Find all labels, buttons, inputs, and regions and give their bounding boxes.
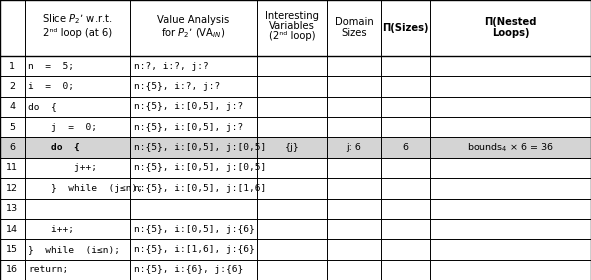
Text: j  =  0;: j = 0; [28,123,98,132]
Text: for $P_2$’ (VA$_{IN}$): for $P_2$’ (VA$_{IN}$) [161,26,226,40]
Text: 12: 12 [7,184,18,193]
Text: n:{5}, i:[0,5], j:[0,5]: n:{5}, i:[0,5], j:[0,5] [134,143,266,152]
Text: n:{5}, i:[0,5], j:?: n:{5}, i:[0,5], j:? [134,123,243,132]
Text: Interesting: Interesting [265,11,319,21]
Text: 13: 13 [7,204,18,213]
Text: n  =  5;: n = 5; [28,62,74,71]
Text: 14: 14 [7,225,18,234]
Bar [0,158,591,178]
Text: bounds$_4$ × 6 = 36: bounds$_4$ × 6 = 36 [467,141,554,154]
Text: Domain: Domain [335,17,374,27]
Text: 1: 1 [9,62,15,71]
Text: 6: 6 [402,143,409,152]
Text: 15: 15 [7,245,18,254]
Text: n:{5}, i:[0,5], j:?: n:{5}, i:[0,5], j:? [134,102,243,111]
Bar [0,199,591,219]
Text: (2ⁿᵈ loop): (2ⁿᵈ loop) [269,31,315,41]
Bar [0,76,591,97]
Bar [0,260,591,280]
Text: Slice $P_2$’ w.r.t.: Slice $P_2$’ w.r.t. [42,13,113,27]
Bar [0,239,591,260]
Text: n:{5}, i:[0,5], j:[1,6]: n:{5}, i:[0,5], j:[1,6] [134,184,266,193]
Text: n:{5}, i:[1,6], j:{6}: n:{5}, i:[1,6], j:{6} [134,245,254,254]
Text: Value Analysis: Value Analysis [157,15,230,25]
Text: n:?, i:?, j:?: n:?, i:?, j:? [134,62,208,71]
Text: return;: return; [28,265,69,274]
Text: }  while  (j≤n);: } while (j≤n); [28,184,144,193]
Text: i++;: i++; [28,225,74,234]
Text: 16: 16 [7,265,18,274]
Text: }  while  (i≤n);: } while (i≤n); [28,245,121,254]
Bar [0,137,591,158]
Text: Π(Nested: Π(Nested [485,17,537,27]
Text: 2: 2 [9,82,15,91]
Text: j: 6: j: 6 [346,143,362,152]
Text: n:{5}, i:{6}, j:{6}: n:{5}, i:{6}, j:{6} [134,265,243,274]
Text: 11: 11 [7,164,18,172]
Text: 5: 5 [9,123,15,132]
Text: i  =  0;: i = 0; [28,82,74,91]
Text: 6: 6 [9,143,15,152]
Bar [0,97,591,117]
Text: Sizes: Sizes [341,28,367,38]
Bar [0,0,591,56]
Text: do  {: do { [28,102,57,111]
Text: j++;: j++; [28,164,98,172]
Text: n:{5}, i:[0,5], j:[0,5]: n:{5}, i:[0,5], j:[0,5] [134,164,266,172]
Text: 4: 4 [9,102,15,111]
Text: Π(Sizes): Π(Sizes) [382,23,429,33]
Text: do  {: do { [28,143,80,152]
Text: n:{5}, i:[0,5], j:{6}: n:{5}, i:[0,5], j:{6} [134,225,254,234]
Bar [0,117,591,137]
Text: Variables: Variables [269,21,315,31]
Bar [0,56,591,76]
Text: {j}: {j} [285,143,299,152]
Text: n:{5}, i:?, j:?: n:{5}, i:?, j:? [134,82,220,91]
Text: 2ⁿᵈ loop (at 6): 2ⁿᵈ loop (at 6) [43,28,112,38]
Bar [0,219,591,239]
Text: Loops): Loops) [492,28,530,38]
Bar [0,178,591,199]
